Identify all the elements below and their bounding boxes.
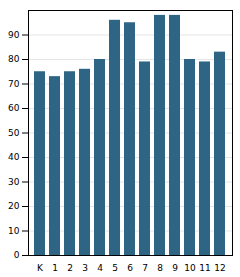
svg-text:30: 30: [8, 177, 20, 187]
svg-text:8: 8: [157, 263, 163, 273]
svg-text:0: 0: [14, 250, 20, 260]
svg-text:12: 12: [214, 263, 225, 273]
svg-text:80: 80: [8, 54, 20, 64]
svg-text:9: 9: [172, 263, 178, 273]
svg-text:60: 60: [8, 103, 20, 113]
svg-text:K: K: [37, 263, 44, 273]
svg-text:2: 2: [67, 263, 73, 273]
svg-text:50: 50: [8, 128, 20, 138]
svg-text:90: 90: [8, 30, 20, 40]
svg-text:70: 70: [8, 79, 20, 89]
svg-text:40: 40: [8, 152, 20, 162]
svg-text:10: 10: [184, 263, 196, 273]
svg-text:1: 1: [52, 263, 58, 273]
svg-text:20: 20: [8, 201, 20, 211]
svg-text:10: 10: [8, 226, 20, 236]
svg-text:7: 7: [142, 263, 148, 273]
svg-text:3: 3: [82, 263, 88, 273]
svg-text:11: 11: [199, 263, 210, 273]
svg-text:6: 6: [127, 263, 133, 273]
svg-text:5: 5: [112, 263, 118, 273]
svg-text:4: 4: [97, 263, 103, 273]
